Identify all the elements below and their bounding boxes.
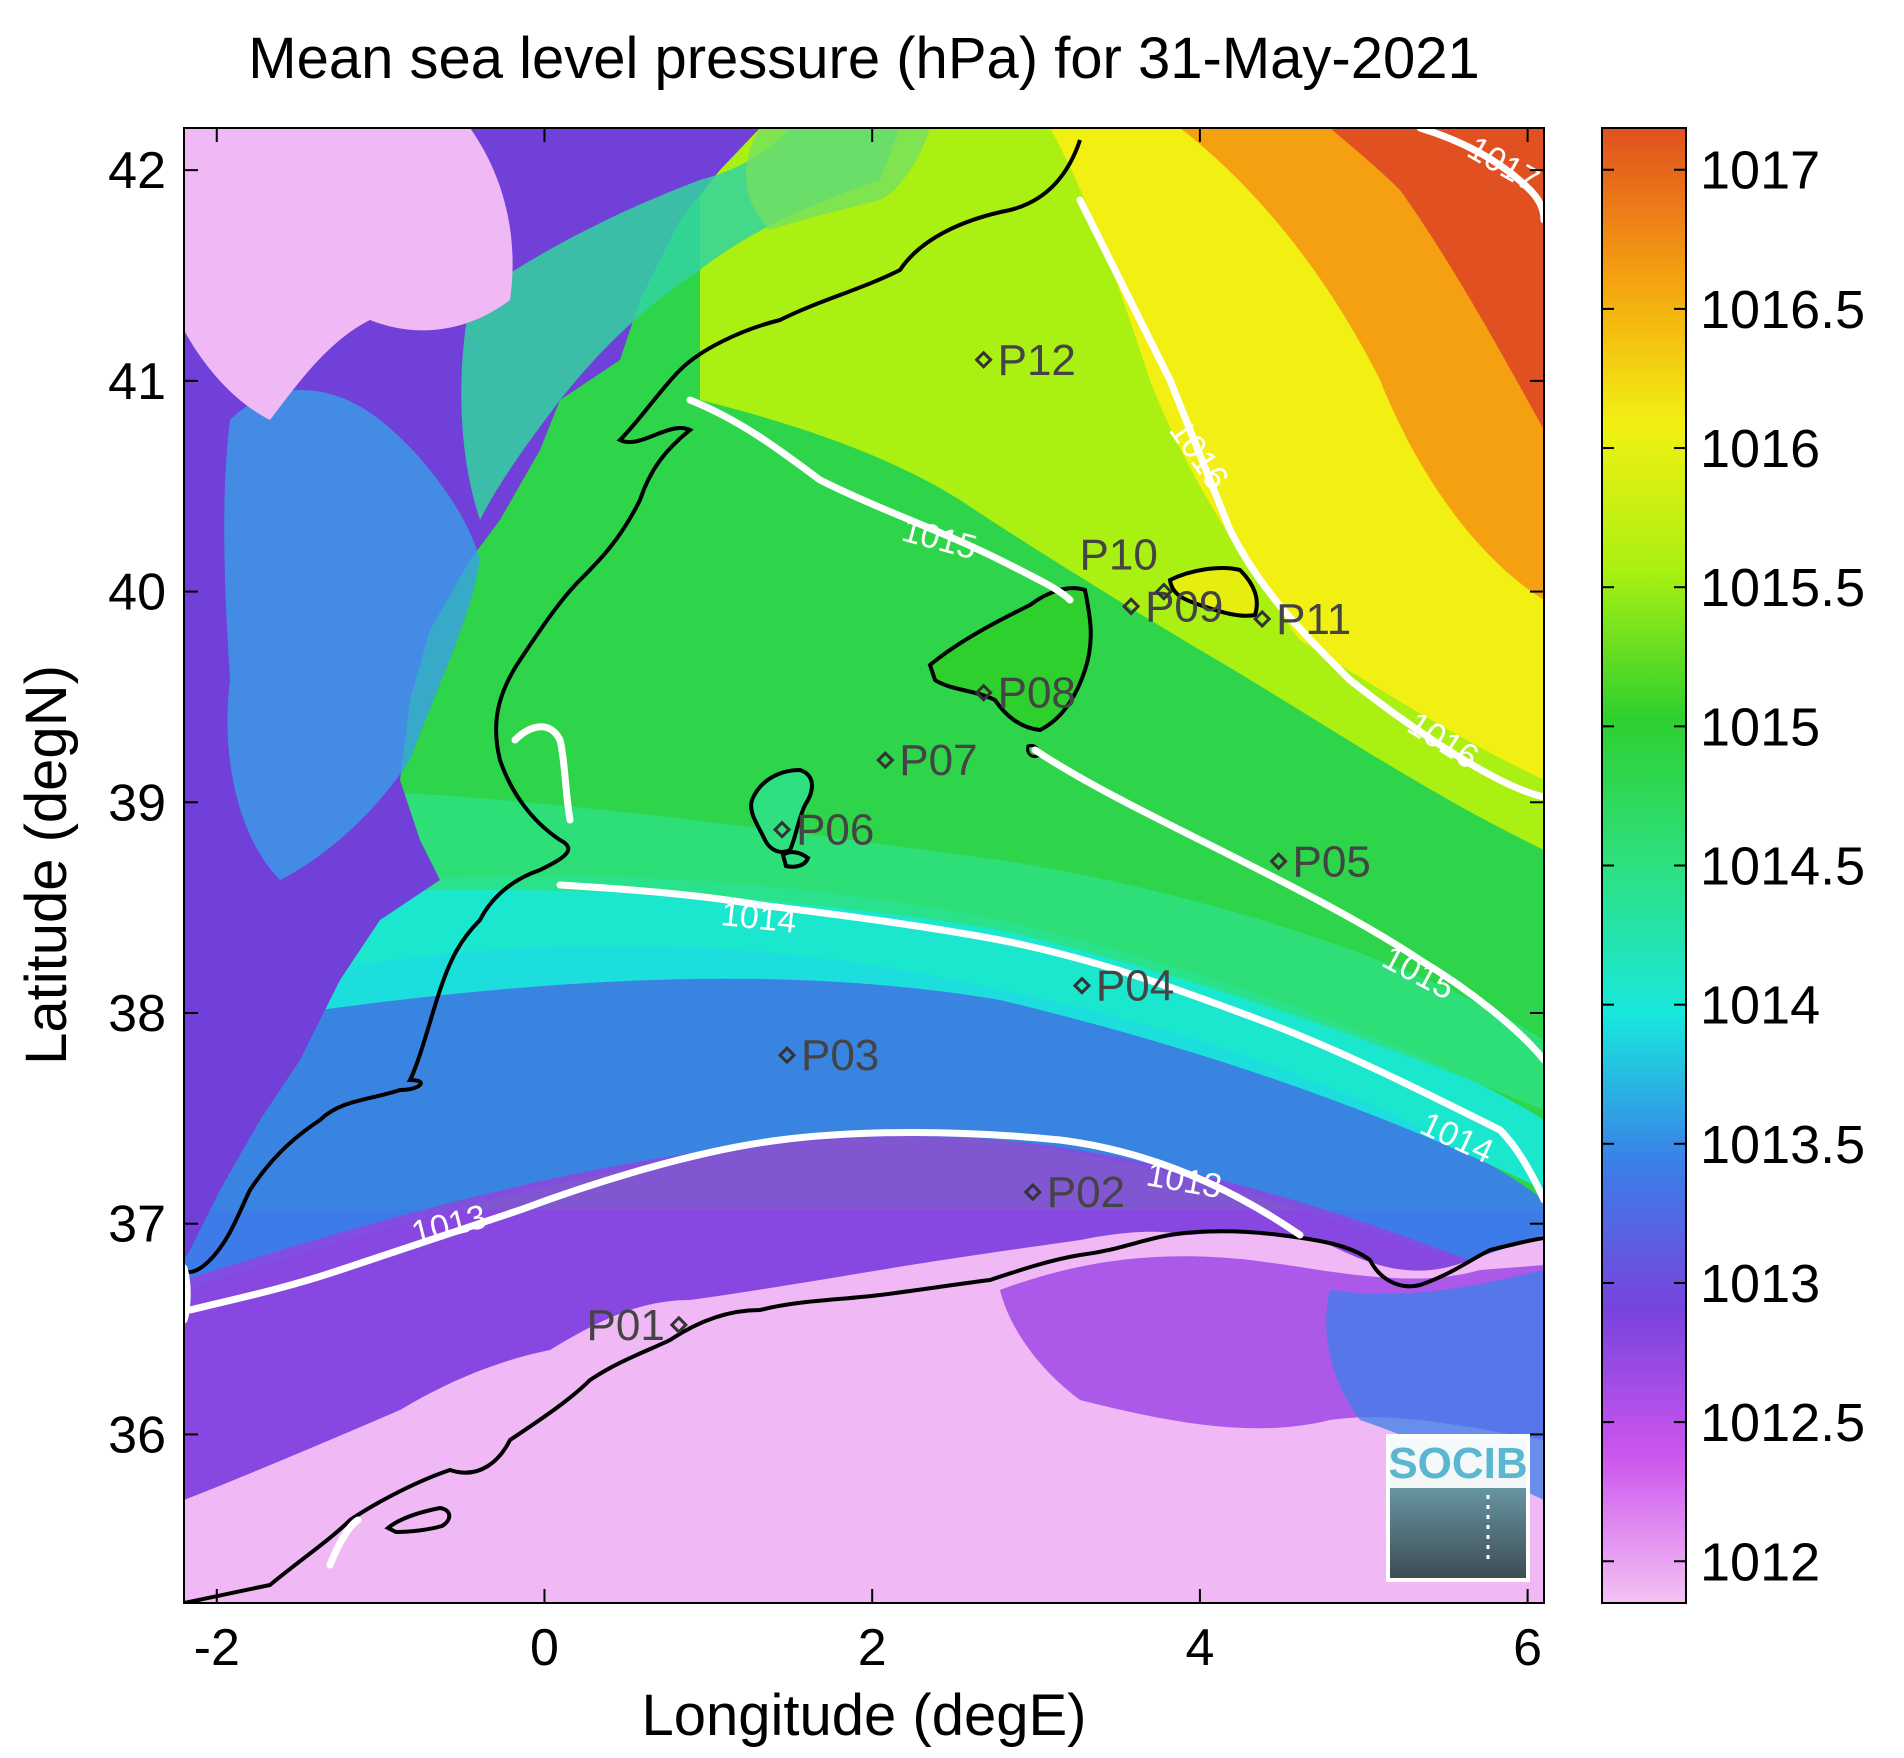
station-marker bbox=[1121, 597, 1141, 616]
station-label: P02 bbox=[1047, 1168, 1125, 1217]
y-tick-label: 40 bbox=[108, 564, 166, 622]
island-mallorca bbox=[927, 586, 1093, 733]
station-p07: P07 bbox=[876, 736, 978, 785]
y-tick-label: 37 bbox=[108, 1196, 166, 1254]
contour-1015-south bbox=[1031, 746, 1544, 1064]
contour-1013 bbox=[186, 1129, 1304, 1314]
colorbar-tick-label: 1014 bbox=[1700, 976, 1820, 1036]
contour-1017 bbox=[1416, 128, 1544, 224]
station-marker bbox=[1072, 976, 1092, 995]
station-marker bbox=[1023, 1182, 1042, 1202]
station-marker bbox=[1253, 609, 1272, 629]
station-label: P03 bbox=[801, 1031, 879, 1080]
x-axis-label: Longitude (degE) bbox=[642, 1683, 1087, 1748]
station-p12: P12 bbox=[974, 336, 1076, 385]
station-label: P05 bbox=[1293, 837, 1371, 886]
colorbar: 1012 1012.5 1013 1013.5 1014 1014.5 1015 1015.5… bbox=[1601, 127, 1865, 1604]
station-p06: P06 bbox=[772, 806, 874, 855]
contour-1015 bbox=[686, 396, 1074, 604]
y-axis-ticks: 36 37 38 39 40 41 42 bbox=[108, 142, 1544, 1464]
land-iberia-inland-green bbox=[746, 128, 930, 230]
colorbar-tick-label: 1013 bbox=[1700, 1254, 1820, 1314]
band-1013-1014 bbox=[184, 945, 1544, 1290]
station-p10: P10 bbox=[1080, 531, 1173, 601]
station-p08: P08 bbox=[974, 669, 1076, 718]
station-p02: P02 bbox=[1023, 1168, 1125, 1217]
y-tick-label: 39 bbox=[108, 774, 166, 832]
colorbar-tick-label: 1016.5 bbox=[1700, 280, 1865, 340]
colorbar-tick-label: 1014.5 bbox=[1700, 837, 1865, 897]
colorbar-ticks: 1012 1012.5 1013 1013.5 1014 1014.5 1015 1015.5… bbox=[1602, 141, 1865, 1592]
coastline-africa bbox=[184, 1229, 1544, 1603]
station-label: P04 bbox=[1096, 962, 1174, 1011]
station-marker bbox=[974, 350, 993, 369]
y-tick-label: 42 bbox=[108, 142, 166, 200]
figure-title: Mean sea level pressure (hPa) for 31-May… bbox=[248, 26, 1479, 91]
contour-label-1014-west: 1014 bbox=[719, 895, 798, 941]
socib-logo-text: SOCIB bbox=[1388, 1439, 1527, 1488]
island-alboran bbox=[384, 1505, 452, 1535]
colorbar-tick-label: 1012 bbox=[1700, 1532, 1820, 1592]
contour-1016 bbox=[1076, 196, 1544, 801]
station-p05: P05 bbox=[1269, 837, 1371, 886]
station-label: P08 bbox=[998, 669, 1076, 718]
band-1014.5-1015 bbox=[184, 788, 1544, 1110]
land-iberia-hills bbox=[224, 390, 480, 880]
island-ibiza bbox=[749, 767, 814, 854]
x-tick-label: 0 bbox=[530, 1619, 559, 1677]
station-label: P11 bbox=[1276, 595, 1351, 644]
colorbar-gradient bbox=[1601, 127, 1687, 1604]
contour-1014 bbox=[556, 881, 1544, 1204]
station-marker bbox=[1154, 582, 1173, 601]
colorbar-tick-label: 1012.5 bbox=[1700, 1393, 1865, 1453]
station-label: P07 bbox=[899, 736, 977, 785]
y-axis-label: Latitude (degN) bbox=[14, 665, 79, 1065]
station-p01: P01 bbox=[587, 1301, 688, 1350]
socib-logo: SOCIB bbox=[1386, 1434, 1530, 1582]
island-formentera bbox=[780, 850, 811, 869]
x-tick-label: 6 bbox=[1513, 1619, 1542, 1677]
colorbar-tick-label: 1013.5 bbox=[1700, 1115, 1865, 1175]
colorbar-tick-label: 1015 bbox=[1700, 697, 1820, 757]
y-tick-label: 36 bbox=[108, 1406, 166, 1464]
colorbar-tick-label: 1015.5 bbox=[1700, 558, 1865, 618]
contour-1014-loop bbox=[511, 723, 574, 824]
station-marker bbox=[669, 1315, 688, 1334]
colorbar-tick-label: 1017 bbox=[1700, 141, 1820, 201]
island-menorca bbox=[1167, 566, 1259, 618]
contour-1012-africa bbox=[326, 1516, 362, 1569]
station-marker bbox=[876, 751, 895, 770]
station-label: P12 bbox=[998, 336, 1076, 385]
station-p03: P03 bbox=[777, 1031, 879, 1080]
y-tick-label: 41 bbox=[108, 353, 166, 411]
station-marker bbox=[1269, 852, 1288, 871]
station-marker bbox=[974, 683, 993, 702]
x-tick-label: 2 bbox=[858, 1619, 887, 1677]
map-frame bbox=[183, 127, 1545, 1604]
band-1017 bbox=[1330, 128, 1544, 430]
y-tick-label: 38 bbox=[108, 985, 166, 1043]
x-axis-ticks: -2 0 2 4 6 bbox=[194, 128, 1542, 1677]
land-iberia-pink bbox=[184, 128, 513, 420]
station-p04: P04 bbox=[1072, 962, 1174, 1011]
colorbar-tick-label: 1016 bbox=[1700, 419, 1820, 479]
x-tick-label: 4 bbox=[1185, 1619, 1214, 1677]
x-tick-label: -2 bbox=[194, 1619, 240, 1677]
station-label: P06 bbox=[796, 806, 874, 855]
station-label: P10 bbox=[1080, 531, 1158, 580]
band-1014-1014.5 bbox=[184, 876, 1544, 1190]
station-p11: P11 bbox=[1253, 595, 1351, 644]
station-label: P01 bbox=[587, 1301, 665, 1350]
contour-lines bbox=[184, 128, 1544, 1569]
station-marker bbox=[777, 1046, 797, 1065]
coastline-iberia bbox=[184, 139, 1082, 1274]
map-area: 1013 1013 1014 1014 1015 1015 1016 1016 … bbox=[184, 128, 1544, 1603]
station-marker bbox=[772, 820, 792, 839]
